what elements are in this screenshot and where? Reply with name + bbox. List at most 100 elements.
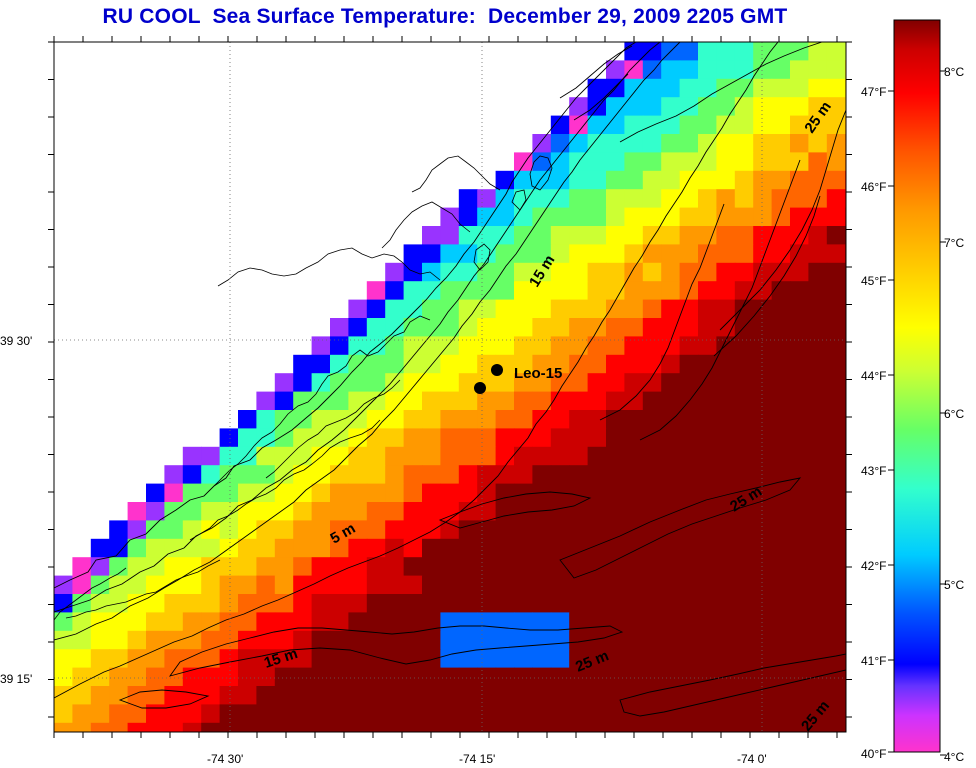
sst-pixel	[826, 244, 846, 264]
sst-pixel	[642, 60, 662, 80]
sst-pixel	[826, 649, 846, 669]
sst-pixel	[790, 722, 809, 732]
sst-pixel	[808, 465, 828, 485]
sst-pixel	[606, 262, 625, 282]
sst-pixel	[201, 483, 221, 503]
sst-pixel	[808, 152, 828, 172]
sst-pixel	[330, 594, 349, 613]
sst-pixel	[440, 226, 460, 245]
sst-pixel	[532, 281, 552, 301]
sst-pixel	[606, 189, 625, 209]
sst-pixel	[532, 318, 552, 337]
sst-pixel	[679, 612, 699, 632]
sst-pixel	[790, 575, 809, 595]
sst-pixel	[311, 630, 331, 650]
sst-pixel	[274, 557, 294, 577]
sst-pixel	[514, 226, 533, 245]
sst-pixel	[587, 336, 607, 356]
sst-pixel	[403, 244, 423, 264]
sst-pixel	[698, 649, 717, 669]
sst-pixel	[734, 226, 754, 245]
sst-pixel	[587, 170, 607, 190]
sst-pixel	[514, 318, 533, 337]
sst-pixel	[422, 557, 441, 577]
sst-pixel	[790, 189, 809, 209]
sst-pixel	[661, 428, 681, 448]
sst-pixel	[698, 538, 717, 558]
sst-pixel	[514, 686, 533, 705]
sst-pixel	[256, 410, 276, 429]
sst-pixel	[403, 667, 423, 687]
sst-pixel	[753, 354, 773, 374]
sst-pixel	[624, 465, 644, 485]
sst-pixel	[808, 244, 828, 264]
sst-pixel	[606, 60, 625, 80]
sst-pixel	[606, 281, 625, 301]
sst-pixel	[550, 207, 570, 227]
sst-pixel	[642, 594, 662, 613]
sst-pixel	[495, 391, 515, 411]
sst-pixel	[661, 318, 681, 337]
sst-pixel	[734, 594, 754, 613]
sst-pixel	[238, 612, 257, 632]
sst-pixel	[661, 612, 681, 632]
sst-pixel	[642, 722, 662, 732]
sst-pixel	[256, 594, 276, 613]
sst-pixel	[256, 465, 276, 485]
sst-pixel	[550, 704, 570, 724]
sst-pixel	[771, 410, 791, 429]
sst-pixel	[311, 336, 331, 356]
sst-pixel	[422, 446, 441, 466]
sst-pixel	[385, 722, 405, 732]
sst-pixel	[642, 244, 662, 264]
sst-pixel	[808, 115, 828, 135]
sst-pixel	[348, 465, 368, 485]
sst-pixel	[54, 630, 73, 650]
sst-pixel	[330, 318, 349, 337]
sst-pixel	[219, 686, 239, 705]
sst-pixel	[753, 612, 773, 632]
sst-pixel	[514, 630, 533, 650]
sst-pixel	[256, 502, 276, 521]
cb-c-4: 4°C	[944, 750, 964, 764]
sst-pixel	[698, 42, 717, 61]
sst-pixel	[274, 594, 294, 613]
sst-pixel	[826, 465, 846, 485]
sst-pixel	[440, 336, 460, 356]
sst-pixel	[679, 575, 699, 595]
sst-pixel	[256, 612, 276, 632]
sst-pixel	[661, 299, 681, 319]
sst-pixel	[698, 281, 717, 301]
sst-pixel	[458, 612, 478, 632]
sst-pixel	[771, 428, 791, 448]
sst-pixel	[127, 722, 147, 732]
sst-pixel	[274, 575, 294, 595]
sst-pixel	[422, 318, 441, 337]
sst-pixel	[495, 612, 515, 632]
sst-pixel	[422, 649, 441, 669]
sst-pixel	[698, 336, 717, 356]
sst-pixel	[90, 630, 110, 650]
sst-pixel	[698, 575, 717, 595]
sst-pixel	[698, 502, 717, 521]
sst-pixel	[624, 575, 644, 595]
sst-pixel	[790, 262, 809, 282]
sst-pixel	[109, 704, 129, 724]
sst-pixel	[514, 612, 533, 632]
sst-pixel	[330, 520, 349, 540]
sst-pixel	[348, 336, 368, 356]
sst-pixel	[348, 667, 368, 687]
sst-pixel	[698, 134, 717, 153]
sst-pixel	[238, 594, 257, 613]
sst-pixel	[716, 502, 736, 521]
sst-pixel	[109, 538, 129, 558]
sst-pixel	[753, 410, 773, 429]
sst-pixel	[753, 520, 773, 540]
sst-pixel	[716, 318, 736, 337]
sst-pixel	[403, 262, 423, 282]
sst-pixel	[826, 78, 846, 98]
sst-pixel	[826, 575, 846, 595]
sst-pixel	[679, 373, 699, 393]
sst-pixel	[238, 704, 257, 724]
sst-pixel	[532, 722, 552, 732]
